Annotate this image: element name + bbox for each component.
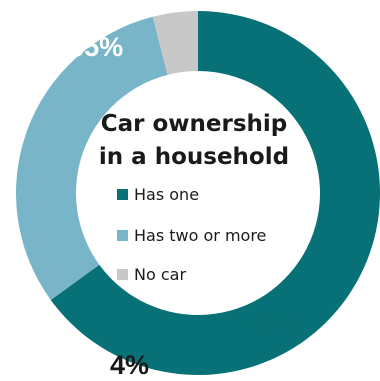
value-label-no-car: 4%	[110, 350, 149, 380]
legend-swatch-has-two-or-more	[117, 230, 128, 241]
value-label-has-two-or-more: 31%	[251, 311, 305, 341]
slice-has-one	[50, 11, 380, 375]
slice-has-two-or-more	[15, 16, 168, 300]
legend: Has one Has two or more No car	[117, 185, 266, 284]
slice-no-car	[152, 11, 198, 75]
value-labels: 65% 31% 4%	[69, 32, 305, 380]
value-label-has-one: 65%	[69, 32, 123, 62]
legend-swatch-has-one	[117, 189, 128, 200]
donut-slices	[15, 11, 380, 375]
legend-label-has-one: Has one	[134, 185, 199, 204]
legend-label-no-car: No car	[134, 265, 186, 284]
legend-label-has-two-or-more: Has two or more	[134, 226, 266, 245]
legend-swatch-no-car	[117, 269, 128, 280]
chart-title-line-2: in a household	[99, 144, 289, 170]
chart-title-line-1: Car ownership	[101, 111, 288, 137]
